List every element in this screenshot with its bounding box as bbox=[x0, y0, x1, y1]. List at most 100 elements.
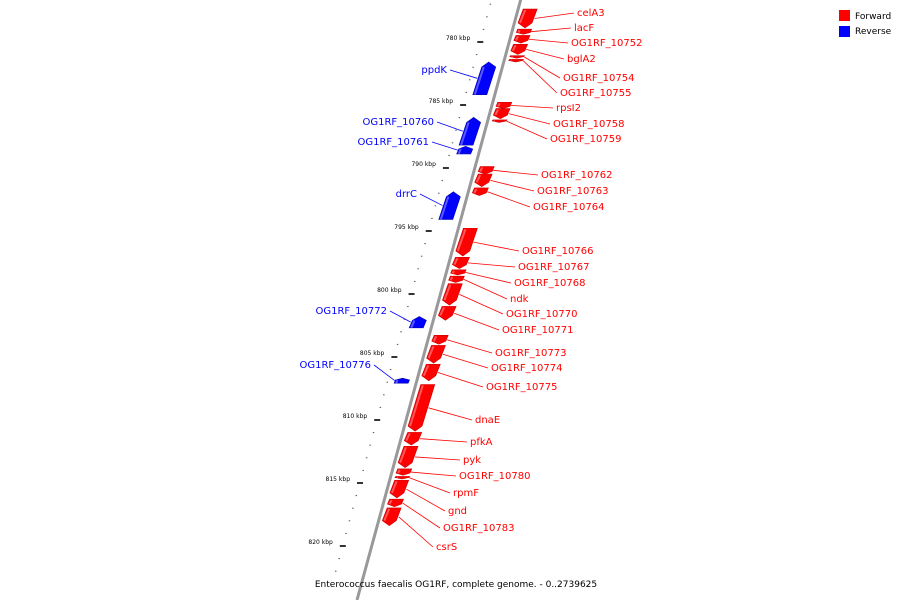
gene-label-cela3[interactable]: celA3 bbox=[577, 8, 605, 19]
legend-forward-swatch bbox=[839, 10, 850, 21]
gene-leader-line bbox=[463, 278, 508, 300]
gene-label-og1rf_10772[interactable]: OG1RF_10772 bbox=[316, 306, 388, 317]
gene-label-og1rf_10775[interactable]: OG1RF_10775 bbox=[486, 382, 558, 393]
gene-label-og1rf_10752[interactable]: OG1RF_10752 bbox=[571, 38, 643, 49]
gene-arrow-og1rf_10754[interactable] bbox=[509, 55, 526, 59]
gene-arrow-og1rf_10767[interactable] bbox=[452, 256, 470, 269]
gene-arrow-og1rf_10780[interactable] bbox=[395, 468, 413, 476]
gene-arrow-lacf[interactable] bbox=[515, 28, 533, 35]
gene-arrow-og1rf_10776[interactable] bbox=[393, 377, 410, 384]
gene-leader-line bbox=[436, 121, 463, 132]
gene-arrow-og1rf_10752[interactable] bbox=[513, 35, 531, 44]
gene-arrow-og1rf_10759[interactable] bbox=[491, 119, 508, 123]
gene-arrow-og1rf_10768[interactable] bbox=[450, 269, 467, 276]
gene-label-og1rf_10755[interactable]: OG1RF_10755 bbox=[560, 88, 632, 99]
gene-label-og1rf_10773[interactable]: OG1RF_10773 bbox=[495, 348, 567, 359]
gene-label-og1rf_10758[interactable]: OG1RF_10758 bbox=[553, 119, 625, 130]
gene-arrow-shine bbox=[449, 276, 454, 281]
gene-arrow-shine bbox=[511, 44, 517, 52]
gene-arrow-shine bbox=[427, 346, 435, 359]
gene-label-og1rf_10770[interactable]: OG1RF_10770 bbox=[506, 309, 578, 320]
gene-arrow-og1rf_10763[interactable] bbox=[474, 173, 493, 188]
gene-label-og1rf_10771[interactable]: OG1RF_10771 bbox=[502, 325, 574, 336]
legend-forward-label: Forward bbox=[855, 12, 891, 22]
gene-arrow-ndk[interactable] bbox=[448, 275, 465, 283]
tick-label: 815 kbp bbox=[326, 476, 351, 483]
gene-arrow-og1rf_10761[interactable] bbox=[456, 146, 474, 155]
gene-label-lacf[interactable]: lacF bbox=[574, 23, 594, 34]
gene-label-pyk[interactable]: pyk bbox=[463, 455, 481, 466]
gene-arrow-cela3[interactable] bbox=[517, 8, 538, 29]
gene-arrow-gnd[interactable] bbox=[389, 479, 410, 499]
gene-leader-line bbox=[454, 312, 500, 331]
gene-label-gnd[interactable]: gnd bbox=[448, 506, 467, 517]
gene-leader-line bbox=[419, 193, 443, 206]
gene-arrow-csrs[interactable] bbox=[381, 507, 402, 526]
gene-label-pfka[interactable]: pfkA bbox=[470, 437, 493, 448]
gene-arrow-og1rf_10770[interactable] bbox=[442, 283, 463, 306]
gene-label-og1rf_10763[interactable]: OG1RF_10763 bbox=[537, 186, 609, 197]
gene-label-ndk[interactable]: ndk bbox=[510, 294, 529, 305]
gene-arrow-pyk[interactable] bbox=[397, 445, 419, 469]
gene-arrow-og1rf_10775[interactable] bbox=[421, 364, 441, 382]
gene-label-rpmf[interactable]: rpmF bbox=[453, 488, 479, 499]
gene-arrow-og1rf_10773[interactable] bbox=[431, 335, 449, 345]
gene-arrow-rpsi2[interactable] bbox=[495, 101, 513, 109]
gene-arrow-shine bbox=[494, 109, 499, 116]
gene-arrow-og1rf_10760[interactable] bbox=[458, 117, 481, 146]
gene-label-og1rf_10776[interactable]: OG1RF_10776 bbox=[300, 360, 372, 371]
gene-label-og1rf_10768[interactable]: OG1RF_10768 bbox=[514, 278, 586, 289]
gene-arrow-drrc[interactable] bbox=[438, 191, 461, 220]
gene-label-og1rf_10761[interactable]: OG1RF_10761 bbox=[358, 137, 430, 148]
gene-arrow-shine bbox=[519, 9, 527, 24]
gene-leader-line bbox=[528, 38, 569, 44]
gene-leader-line bbox=[522, 60, 558, 94]
gene-label-og1rf_10774[interactable]: OG1RF_10774 bbox=[491, 363, 563, 374]
gene-leader-line bbox=[410, 471, 457, 477]
gene-label-bgla2[interactable]: bglA2 bbox=[567, 54, 596, 65]
gene-label-og1rf_10754[interactable]: OG1RF_10754 bbox=[563, 73, 635, 84]
gene-arrow-og1rf_10771[interactable] bbox=[437, 306, 457, 321]
gene-arrow-shine bbox=[383, 508, 391, 522]
gene-label-og1rf_10767[interactable]: OG1RF_10767 bbox=[518, 262, 590, 273]
gene-leader-line bbox=[510, 105, 554, 109]
gene-arrow-shine bbox=[457, 148, 462, 155]
gene-label-og1rf_10764[interactable]: OG1RF_10764 bbox=[533, 202, 605, 213]
gene-leader-line bbox=[526, 48, 565, 60]
gene-arrow-og1rf_10764[interactable] bbox=[471, 187, 489, 196]
gene-arrow-shine bbox=[473, 66, 485, 96]
map-caption: Enterococcus faecalis OG1RF, complete ge… bbox=[315, 580, 597, 590]
gene-leader-line bbox=[506, 120, 548, 140]
gene-arrow-shine bbox=[405, 432, 411, 442]
gene-arrow-og1rf_10758[interactable] bbox=[492, 108, 511, 119]
gene-arrow-shine bbox=[395, 379, 399, 384]
gene-label-ppdk[interactable]: ppdK bbox=[421, 65, 447, 76]
gene-label-og1rf_10762[interactable]: OG1RF_10762 bbox=[541, 170, 613, 181]
gene-label-og1rf_10780[interactable]: OG1RF_10780 bbox=[459, 471, 531, 482]
gene-arrow-pfka[interactable] bbox=[403, 432, 423, 446]
gene-arrow-og1rf_10766[interactable] bbox=[455, 227, 478, 257]
gene-leader-line bbox=[428, 407, 473, 421]
gene-arrow-bgla2[interactable] bbox=[510, 43, 529, 55]
gene-label-og1rf_10760[interactable]: OG1RF_10760 bbox=[363, 117, 435, 128]
gene-arrow-rpmf[interactable] bbox=[394, 476, 411, 480]
gene-arrow-og1rf_10772[interactable] bbox=[408, 316, 427, 329]
gene-label-og1rf_10759[interactable]: OG1RF_10759 bbox=[550, 134, 622, 145]
gene-label-og1rf_10783[interactable]: OG1RF_10783 bbox=[443, 523, 515, 534]
gene-arrow-og1rf_10774[interactable] bbox=[426, 345, 446, 364]
gene-label-og1rf_10766[interactable]: OG1RF_10766 bbox=[522, 246, 594, 257]
tick-label: 805 kbp bbox=[360, 350, 385, 357]
gene-arrow-shine bbox=[497, 102, 501, 107]
gene-label-csrs[interactable]: csrS bbox=[436, 542, 457, 553]
gene-arrow-og1rf_10762[interactable] bbox=[477, 166, 495, 175]
gene-label-rpsi2[interactable]: rpsI2 bbox=[556, 103, 581, 114]
gene-arrow-shine bbox=[460, 122, 470, 146]
gene-arrow-og1rf_10783[interactable] bbox=[387, 498, 404, 508]
gene-label-drrc[interactable]: drrC bbox=[396, 189, 417, 200]
gene-arrow-dnae[interactable] bbox=[407, 384, 436, 432]
gene-arrow-og1rf_10755[interactable] bbox=[508, 59, 524, 63]
gene-leader-line bbox=[465, 271, 512, 284]
gene-leader-line bbox=[431, 141, 458, 151]
gene-arrow-ppdk[interactable] bbox=[472, 61, 497, 95]
gene-label-dnae[interactable]: dnaE bbox=[475, 415, 500, 426]
